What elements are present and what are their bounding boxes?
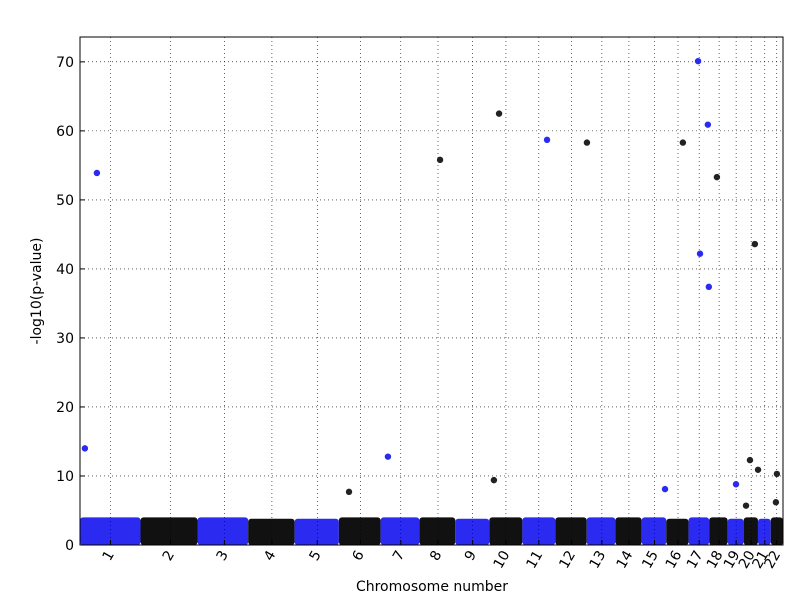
point xyxy=(754,466,762,473)
point xyxy=(732,481,740,488)
plot-frame xyxy=(79,36,784,546)
x-tick-label: 5 xyxy=(306,548,324,564)
x-tick-label: 10 xyxy=(491,548,514,571)
y-tick-label: 70 xyxy=(56,55,74,71)
x-tick-label: 8 xyxy=(427,548,445,564)
x-tick-label: 7 xyxy=(390,548,408,564)
chromosome-band xyxy=(770,517,783,545)
point xyxy=(661,485,669,493)
point xyxy=(583,139,591,146)
chromosome-band xyxy=(727,518,744,545)
chromosome-band xyxy=(80,517,141,545)
x-tick-label: 19 xyxy=(721,548,744,571)
y-tick-label: 20 xyxy=(56,400,74,416)
x-tick-label: 12 xyxy=(556,548,579,571)
chromosome-band xyxy=(615,517,642,545)
point xyxy=(679,139,687,146)
y-tick-label: 40 xyxy=(56,262,74,278)
point xyxy=(93,169,101,177)
point xyxy=(773,470,781,478)
chromosome-band xyxy=(455,518,490,545)
chromosome-band xyxy=(197,517,249,545)
x-tick-label: 17 xyxy=(684,548,707,571)
chromosome-band xyxy=(140,517,198,545)
point xyxy=(694,57,702,65)
point xyxy=(543,136,551,144)
chromosome-band xyxy=(743,517,758,545)
y-tick-label: 50 xyxy=(56,193,74,209)
point xyxy=(742,502,750,509)
y-axis-label: -log10(p-value) xyxy=(29,238,45,345)
point xyxy=(751,240,759,248)
chromosome-band xyxy=(666,518,689,545)
y-tick-label: 0 xyxy=(65,538,74,554)
point xyxy=(384,453,392,460)
x-tick-label: 4 xyxy=(261,548,279,564)
x-tick-label: 22 xyxy=(761,548,784,571)
chromosome-band xyxy=(338,517,381,545)
point xyxy=(704,121,712,128)
x-tick-label: 2 xyxy=(160,548,178,564)
point xyxy=(746,456,754,464)
point xyxy=(490,476,498,484)
x-tick-label: 18 xyxy=(704,548,727,571)
x-axis-label: Chromosome number xyxy=(356,579,508,595)
chromosome-band xyxy=(294,518,339,545)
chromosome-band xyxy=(489,517,523,545)
x-tick-label: 13 xyxy=(587,548,610,571)
point xyxy=(696,250,704,257)
y-tick-label: 30 xyxy=(56,331,74,347)
x-tick-label: 1 xyxy=(100,548,118,564)
x-tick-label: 11 xyxy=(524,548,547,571)
x-tick-label: 9 xyxy=(462,548,480,564)
chromosome-band xyxy=(688,517,710,545)
chromosome-band xyxy=(709,517,728,545)
point xyxy=(705,283,713,291)
chromosome-band xyxy=(380,517,420,545)
chromosome-band xyxy=(641,517,667,545)
point xyxy=(436,156,444,164)
y-tick-label: 10 xyxy=(56,469,74,485)
x-tick-label: 3 xyxy=(214,548,232,564)
x-tick-label: 16 xyxy=(663,548,686,572)
chromosome-band xyxy=(586,517,616,545)
point xyxy=(495,110,503,117)
point xyxy=(713,173,721,181)
chromosome-band xyxy=(555,517,587,545)
x-tick-label: 6 xyxy=(350,548,368,564)
point xyxy=(345,488,353,496)
point xyxy=(81,445,89,452)
y-tick-label: 60 xyxy=(56,124,74,140)
chromosome-band xyxy=(419,517,456,545)
x-tick-label: 14 xyxy=(614,548,637,572)
x-tick-label: 20 xyxy=(736,548,759,571)
chromosome-band xyxy=(757,518,771,545)
chromosome-band xyxy=(248,518,295,545)
point xyxy=(772,499,780,506)
x-tick-label: 21 xyxy=(749,548,772,571)
chromosome-band xyxy=(522,517,556,545)
x-tick-label: 15 xyxy=(639,548,662,571)
